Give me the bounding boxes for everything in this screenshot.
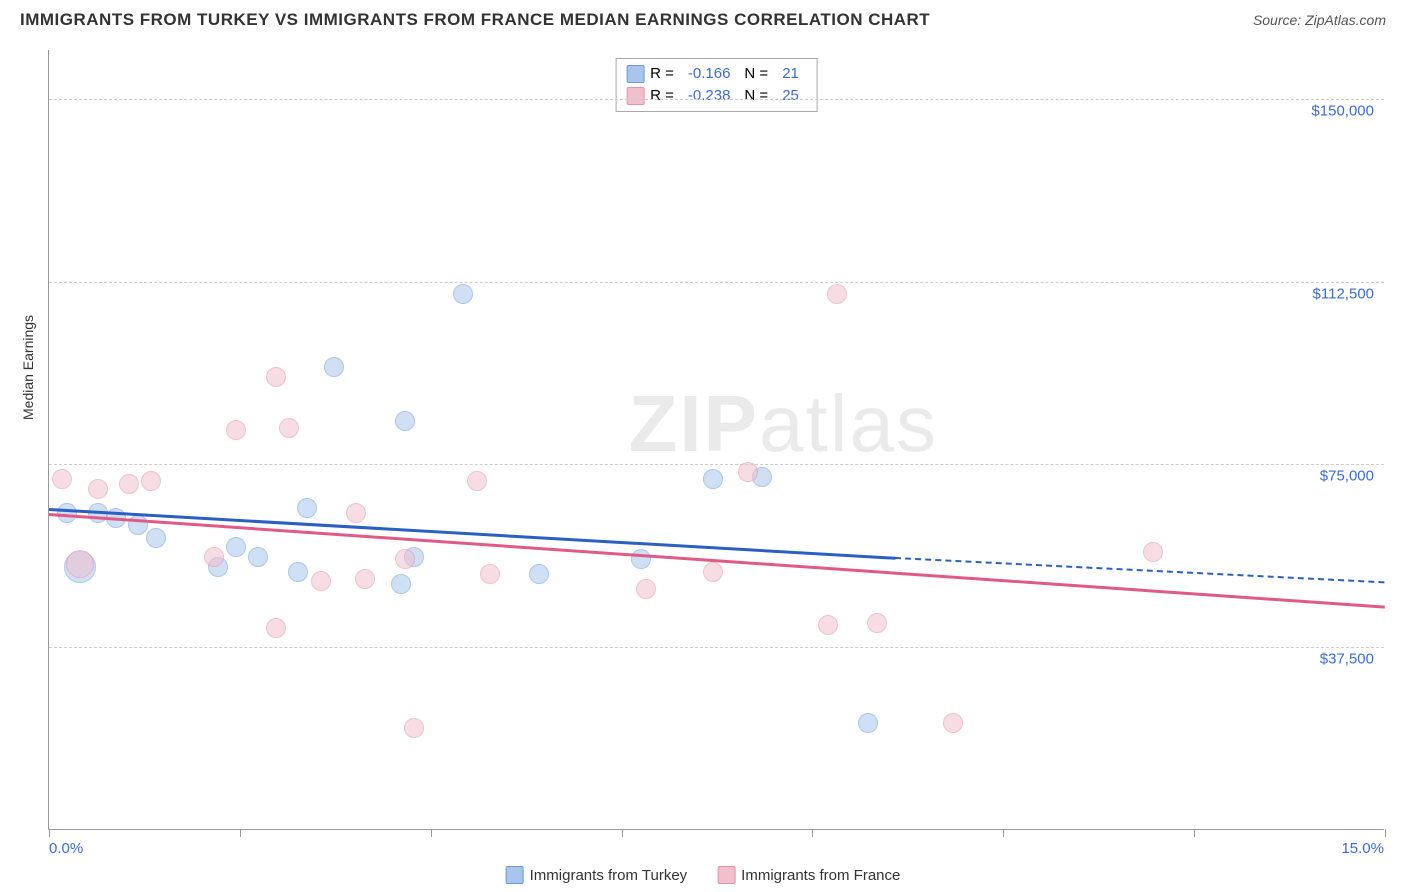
legend-item-turkey: Immigrants from Turkey (506, 866, 688, 884)
data-point (279, 418, 299, 438)
series-legend: Immigrants from Turkey Immigrants from F… (506, 866, 901, 884)
data-point (703, 469, 723, 489)
data-point (827, 284, 847, 304)
x-tick (1385, 829, 1386, 837)
data-point (266, 618, 286, 638)
data-point (324, 357, 344, 377)
data-point (288, 562, 308, 582)
n-label: N = (744, 85, 768, 107)
data-point (355, 569, 375, 589)
trend-line (49, 508, 895, 559)
gridline (49, 99, 1384, 100)
data-point (146, 528, 166, 548)
data-point (266, 367, 286, 387)
x-max-label: 15.0% (1341, 840, 1384, 857)
swatch-france (626, 87, 644, 105)
data-point (858, 713, 878, 733)
r-value-france: -0.238 (688, 85, 731, 107)
data-point (66, 550, 94, 578)
r-label: R = (650, 63, 674, 85)
y-tick-label: $112,500 (1313, 285, 1374, 302)
x-min-label: 0.0% (49, 840, 83, 857)
legend-item-france: Immigrants from France (717, 866, 900, 884)
data-point (453, 284, 473, 304)
data-point (636, 579, 656, 599)
data-point (311, 571, 331, 591)
data-point (703, 562, 723, 582)
r-value-turkey: -0.166 (688, 63, 731, 85)
gridline (49, 464, 1384, 465)
watermark: ZIPatlas (629, 378, 938, 470)
watermark-light: atlas (759, 379, 938, 468)
y-axis-label: Median Earnings (20, 315, 36, 420)
scatter-chart: R = -0.166 N = 21 R = -0.238 N = 25 ZIPa… (48, 50, 1384, 830)
x-tick (1194, 829, 1195, 837)
data-point (248, 547, 268, 567)
x-tick (622, 829, 623, 837)
data-point (404, 718, 424, 738)
swatch-turkey (626, 65, 644, 83)
y-tick-label: $150,000 (1311, 102, 1374, 119)
data-point (52, 469, 72, 489)
x-tick (812, 829, 813, 837)
r-label: R = (650, 85, 674, 107)
data-point (346, 503, 366, 523)
source-attribution: Source: ZipAtlas.com (1253, 12, 1386, 28)
data-point (226, 420, 246, 440)
swatch-turkey (506, 866, 524, 884)
data-point (631, 549, 651, 569)
data-point (141, 471, 161, 491)
data-point (467, 471, 487, 491)
data-point (119, 474, 139, 494)
y-tick-label: $75,000 (1320, 468, 1374, 485)
data-point (480, 564, 500, 584)
n-label: N = (744, 63, 768, 85)
n-value-turkey: 21 (782, 63, 799, 85)
chart-title: IMMIGRANTS FROM TURKEY VS IMMIGRANTS FRO… (20, 10, 930, 30)
y-tick-label: $37,500 (1320, 651, 1374, 668)
x-tick (240, 829, 241, 837)
header-row: IMMIGRANTS FROM TURKEY VS IMMIGRANTS FRO… (0, 0, 1406, 35)
data-point (818, 615, 838, 635)
gridline (49, 647, 1384, 648)
data-point (204, 547, 224, 567)
data-point (226, 537, 246, 557)
swatch-france (717, 866, 735, 884)
data-point (529, 564, 549, 584)
data-point (943, 713, 963, 733)
correlation-stats-legend: R = -0.166 N = 21 R = -0.238 N = 25 (615, 58, 818, 112)
data-point (297, 498, 317, 518)
legend-label-turkey: Immigrants from Turkey (530, 867, 688, 884)
x-tick (49, 829, 50, 837)
data-point (1143, 542, 1163, 562)
data-point (867, 613, 887, 633)
stats-row-turkey: R = -0.166 N = 21 (626, 63, 807, 85)
data-point (738, 462, 758, 482)
gridline (49, 282, 1384, 283)
x-tick (431, 829, 432, 837)
stats-row-france: R = -0.238 N = 25 (626, 85, 807, 107)
data-point (88, 479, 108, 499)
x-tick (1003, 829, 1004, 837)
watermark-bold: ZIP (629, 379, 759, 468)
data-point (391, 574, 411, 594)
data-point (395, 411, 415, 431)
legend-label-france: Immigrants from France (741, 867, 900, 884)
n-value-france: 25 (782, 85, 799, 107)
trend-line-extrapolated (895, 557, 1385, 583)
data-point (395, 549, 415, 569)
